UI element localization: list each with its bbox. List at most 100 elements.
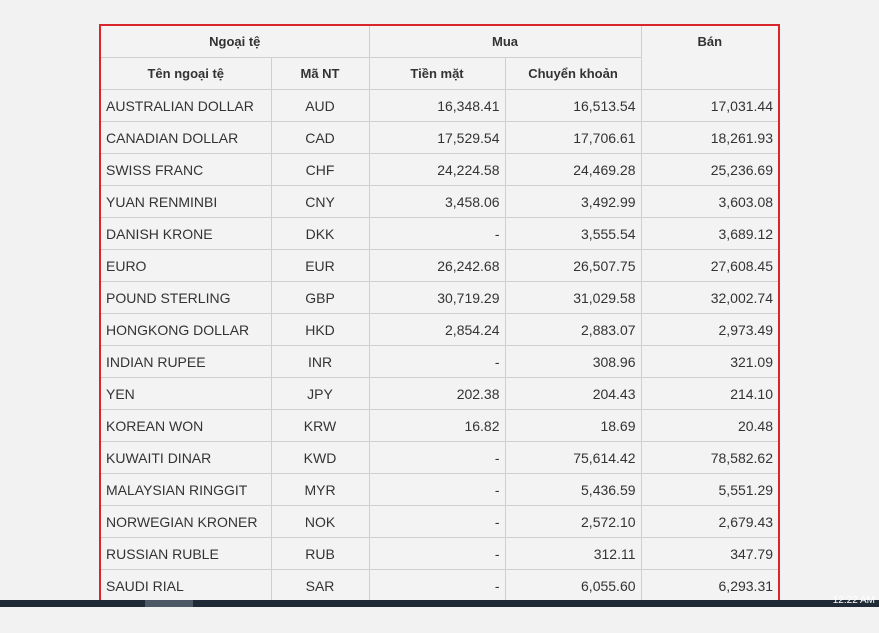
- currency-name-cell: HONGKONG DOLLAR: [101, 313, 272, 346]
- currency-code-cell: AUD: [270, 89, 370, 122]
- header-group-row: Ngoại tệ Mua Bán: [101, 26, 778, 90]
- table-row: HONGKONG DOLLAR HKD 2,854.24 2,883.07 2,973.…: [101, 313, 778, 346]
- sell-cell: 20.48: [640, 409, 778, 442]
- currency-code-cell: KRW: [270, 409, 370, 442]
- currency-code-cell: CAD: [270, 121, 370, 154]
- cash-buy-cell: 202.38: [368, 377, 506, 410]
- sell-cell: 27,608.45: [640, 249, 778, 282]
- currency-code-cell: MYR: [270, 473, 370, 506]
- table-row: CANADIAN DOLLAR CAD 17,529.54 17,706.61 18,2…: [101, 121, 778, 154]
- table-row: AUSTRALIAN DOLLAR AUD 16,348.41 16,513.54 17…: [101, 89, 778, 122]
- sell-cell: 2,679.43: [640, 505, 778, 538]
- currency-name-cell: MALAYSIAN RINGGIT: [101, 473, 272, 506]
- cash-buy-cell: -: [368, 505, 506, 538]
- currency-code-cell: CHF: [270, 153, 370, 186]
- cash-buy-cell: -: [368, 473, 506, 506]
- cash-buy-cell: -: [368, 345, 506, 378]
- exchange-rate-table: Ngoại tệ Mua Bán Tên ngoại tệ Mã NT Tiền…: [101, 26, 778, 602]
- currency-code-cell: SAR: [270, 569, 370, 602]
- table-row: MALAYSIAN RINGGIT MYR -5,436.59 5,551.29: [101, 473, 778, 506]
- header-group-currency: Ngoại tệ: [101, 26, 370, 58]
- sell-cell: 3,689.12: [640, 217, 778, 250]
- cash-buy-cell: -: [368, 569, 506, 602]
- transfer-buy-cell: 2,883.07: [504, 313, 642, 346]
- currency-name-cell: EURO: [101, 249, 272, 282]
- transfer-buy-cell: 6,055.60: [504, 569, 642, 602]
- sell-cell: 5,551.29: [640, 473, 778, 506]
- currency-name-cell: POUND STERLING: [101, 281, 272, 314]
- currency-name-cell: INDIAN RUPEE: [101, 345, 272, 378]
- currency-name-cell: SWISS FRANC: [101, 153, 272, 186]
- transfer-buy-cell: 17,706.61: [504, 121, 642, 154]
- table-row: POUND STERLING GBP 30,719.29 31,029.58 32,00…: [101, 281, 778, 314]
- currency-name-cell: SAUDI RIAL: [101, 569, 272, 602]
- transfer-buy-cell: 31,029.58: [504, 281, 642, 314]
- sell-cell: 214.10: [640, 377, 778, 410]
- cash-buy-cell: 16,348.41: [368, 89, 506, 122]
- sell-cell: 3,603.08: [640, 185, 778, 218]
- currency-name-cell: KUWAITI DINAR: [101, 441, 272, 474]
- currency-code-cell: DKK: [270, 217, 370, 250]
- transfer-buy-cell: 3,555.54: [504, 217, 642, 250]
- cash-buy-cell: -: [368, 217, 506, 250]
- currency-code-cell: KWD: [270, 441, 370, 474]
- cash-buy-cell: -: [368, 441, 506, 474]
- transfer-buy-cell: 312.11: [504, 537, 642, 570]
- table-row: EURO EUR 26,242.68 26,507.75 27,608.45: [101, 249, 778, 282]
- sell-cell: 32,002.74: [640, 281, 778, 314]
- sell-cell: 78,582.62: [640, 441, 778, 474]
- transfer-buy-cell: 5,436.59: [504, 473, 642, 506]
- currency-code-cell: CNY: [270, 185, 370, 218]
- transfer-buy-cell: 75,614.42: [504, 441, 642, 474]
- transfer-buy-cell: 26,507.75: [504, 249, 642, 282]
- currency-name-cell: AUSTRALIAN DOLLAR: [101, 89, 272, 122]
- transfer-buy-cell: 3,492.99: [504, 185, 642, 218]
- transfer-buy-cell: 16,513.54: [504, 89, 642, 122]
- currency-code-cell: HKD: [270, 313, 370, 346]
- cash-buy-cell: 26,242.68: [368, 249, 506, 282]
- taskbar-active-app-button[interactable]: [145, 600, 193, 607]
- currency-code-cell: EUR: [270, 249, 370, 282]
- sell-cell: 18,261.93: [640, 121, 778, 154]
- currency-name-cell: KOREAN WON: [101, 409, 272, 442]
- cash-buy-cell: 24,224.58: [368, 153, 506, 186]
- table-row: YEN JPY 202.38 204.43 214.10: [101, 377, 778, 410]
- currency-code-cell: RUB: [270, 537, 370, 570]
- currency-name-cell: CANADIAN DOLLAR: [101, 121, 272, 154]
- currency-code-cell: JPY: [270, 377, 370, 410]
- transfer-buy-cell: 2,572.10: [504, 505, 642, 538]
- cash-buy-cell: 3,458.06: [368, 185, 506, 218]
- cash-buy-cell: 2,854.24: [368, 313, 506, 346]
- sell-cell: 321.09: [640, 345, 778, 378]
- transfer-buy-cell: 18.69: [504, 409, 642, 442]
- cash-buy-cell: 30,719.29: [368, 281, 506, 314]
- table-row: KUWAITI DINAR KWD -75,614.42 78,582.62: [101, 441, 778, 474]
- taskbar-strip: [0, 600, 879, 607]
- currency-name-cell: YEN: [101, 377, 272, 410]
- currency-name-cell: NORWEGIAN KRONER: [101, 505, 272, 538]
- table-row: INDIAN RUPEE INR -308.96 321.09: [101, 345, 778, 378]
- currency-code-cell: GBP: [270, 281, 370, 314]
- cash-buy-cell: -: [368, 537, 506, 570]
- sell-cell: 17,031.44: [640, 89, 778, 122]
- table-row: DANISH KRONE DKK -3,555.54 3,689.12: [101, 217, 778, 250]
- header-cash: Tiền mặt: [368, 57, 506, 90]
- sell-cell: 2,973.49: [640, 313, 778, 346]
- currency-code-cell: NOK: [270, 505, 370, 538]
- exchange-rate-panel: Ngoại tệ Mua Bán Tên ngoại tệ Mã NT Tiền…: [99, 24, 780, 606]
- transfer-buy-cell: 204.43: [504, 377, 642, 410]
- header-currency-name: Tên ngoại tệ: [101, 57, 272, 90]
- header-transfer: Chuyển khoản: [504, 57, 642, 90]
- transfer-buy-cell: 24,469.28: [504, 153, 642, 186]
- table-row: NORWEGIAN KRONER NOK -2,572.10 2,679.43: [101, 505, 778, 538]
- cash-buy-cell: 17,529.54: [368, 121, 506, 154]
- table-row: KOREAN WON KRW 16.82 18.69 20.48: [101, 409, 778, 442]
- table-row: YUAN RENMINBI CNY 3,458.06 3,492.99 3,603.08: [101, 185, 778, 218]
- currency-name-cell: DANISH KRONE: [101, 217, 272, 250]
- cash-buy-cell: 16.82: [368, 409, 506, 442]
- header-sell: Bán: [640, 26, 778, 90]
- sell-cell: 6,293.31: [640, 569, 778, 602]
- taskbar-clock: 12:22 AM: [832, 595, 875, 606]
- transfer-buy-cell: 308.96: [504, 345, 642, 378]
- header-group-buy: Mua: [368, 26, 642, 58]
